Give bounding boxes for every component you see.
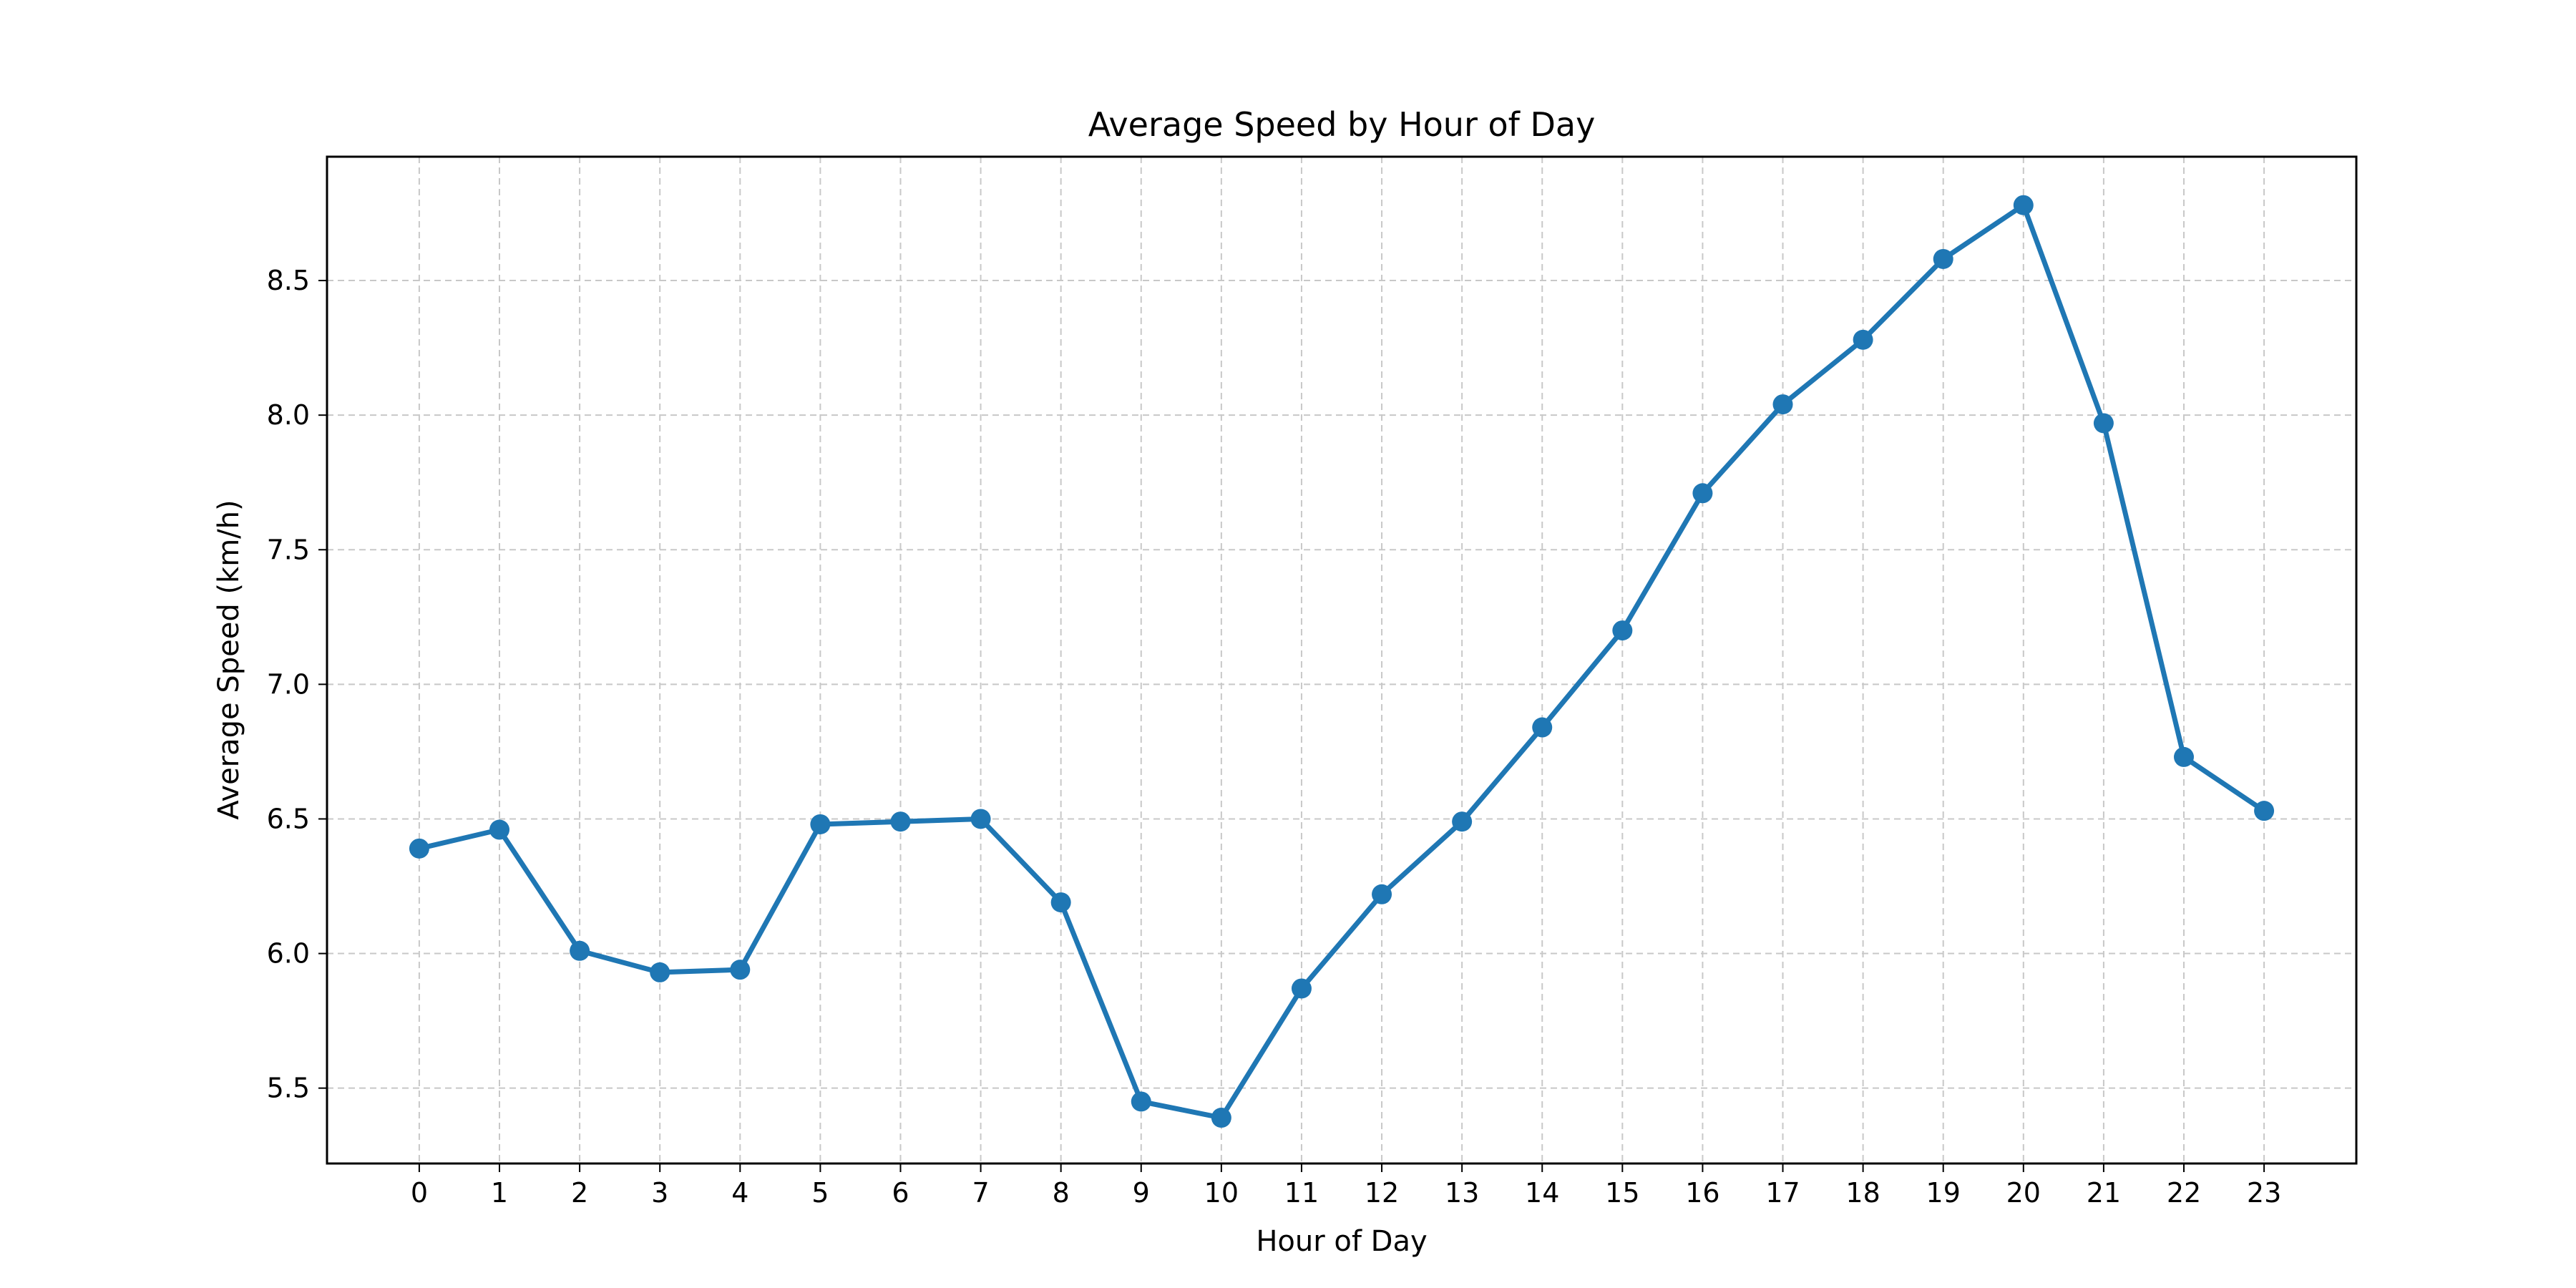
- x-axis: 0 1 2 3 4 5 6 7 8 9 10 11 12 13 14 15 16 17 18 19 20 21 22 23: [411, 1163, 2281, 1209]
- series-line: [416, 203, 2267, 1121]
- y-tick-label: 8.0: [267, 399, 310, 431]
- data-point: [1612, 620, 1633, 641]
- x-tick-label: 19: [1926, 1177, 1961, 1209]
- y-tick-label: 6.0: [267, 938, 310, 970]
- data-point: [1131, 1091, 1151, 1112]
- series-layer: [409, 195, 2275, 1128]
- x-tick-label: 3: [651, 1177, 668, 1209]
- x-tick-label: 13: [1445, 1177, 1479, 1209]
- x-axis-label: Hour of Day: [1256, 1225, 1427, 1258]
- data-point: [1211, 1108, 1231, 1128]
- y-tick-label: 5.5: [267, 1073, 310, 1104]
- x-tick-label: 2: [571, 1177, 588, 1209]
- data-point: [1050, 892, 1071, 913]
- x-tick-label: 8: [1053, 1177, 1070, 1209]
- data-point: [2254, 801, 2275, 821]
- x-tick-label: 12: [1365, 1177, 1399, 1209]
- data-point: [650, 962, 670, 982]
- data-point: [2013, 195, 2034, 215]
- data-point: [1853, 329, 1873, 350]
- x-tick-label: 21: [2087, 1177, 2121, 1209]
- data-point: [730, 960, 751, 980]
- x-tick-label: 6: [892, 1177, 909, 1209]
- x-tick-label: 20: [2006, 1177, 2041, 1209]
- x-tick-label: 4: [731, 1177, 748, 1209]
- x-tick-label: 9: [1133, 1177, 1150, 1209]
- x-tick-label: 10: [1204, 1177, 1239, 1209]
- data-point: [2173, 746, 2194, 767]
- data-point: [1933, 248, 1953, 269]
- x-tick-label: 18: [1845, 1177, 1880, 1209]
- x-tick-label: 1: [491, 1177, 508, 1209]
- y-tick-label: 7.5: [267, 534, 310, 565]
- x-tick-label: 23: [2247, 1177, 2281, 1209]
- data-point: [570, 940, 590, 961]
- x-tick-label: 0: [411, 1177, 428, 1209]
- data-point: [1772, 394, 1793, 415]
- plot-frame: [326, 155, 2358, 1165]
- x-tick-label: 22: [2167, 1177, 2201, 1209]
- data-point: [890, 811, 911, 832]
- x-tick-label: 14: [1525, 1177, 1559, 1209]
- x-tick-label: 16: [1685, 1177, 1719, 1209]
- y-tick-label: 8.5: [267, 265, 310, 296]
- x-tick-label: 15: [1605, 1177, 1639, 1209]
- grid: [327, 157, 2356, 1163]
- x-tick-label: 11: [1284, 1177, 1319, 1209]
- data-point: [1532, 717, 1553, 738]
- data-point: [409, 838, 429, 859]
- y-axis: 5.5 6.0 6.5 7.0 7.5 8.0 8.5: [267, 265, 327, 1104]
- data-point: [489, 819, 510, 840]
- x-tick-label: 17: [1765, 1177, 1800, 1209]
- data-point: [970, 809, 991, 829]
- data-point: [1291, 978, 1312, 999]
- y-tick-label: 6.5: [267, 803, 310, 834]
- y-axis-label: Average Speed (km/h): [213, 499, 245, 819]
- chart-title: Average Speed by Hour of Day: [1088, 105, 1596, 144]
- data-point: [1692, 483, 1713, 504]
- data-point: [1372, 884, 1392, 904]
- x-tick-label: 7: [972, 1177, 989, 1209]
- data-point: [810, 814, 831, 834]
- data-point: [1452, 811, 1473, 832]
- data-point: [2093, 413, 2114, 434]
- x-tick-label: 5: [811, 1177, 829, 1209]
- y-tick-label: 7.0: [267, 668, 310, 700]
